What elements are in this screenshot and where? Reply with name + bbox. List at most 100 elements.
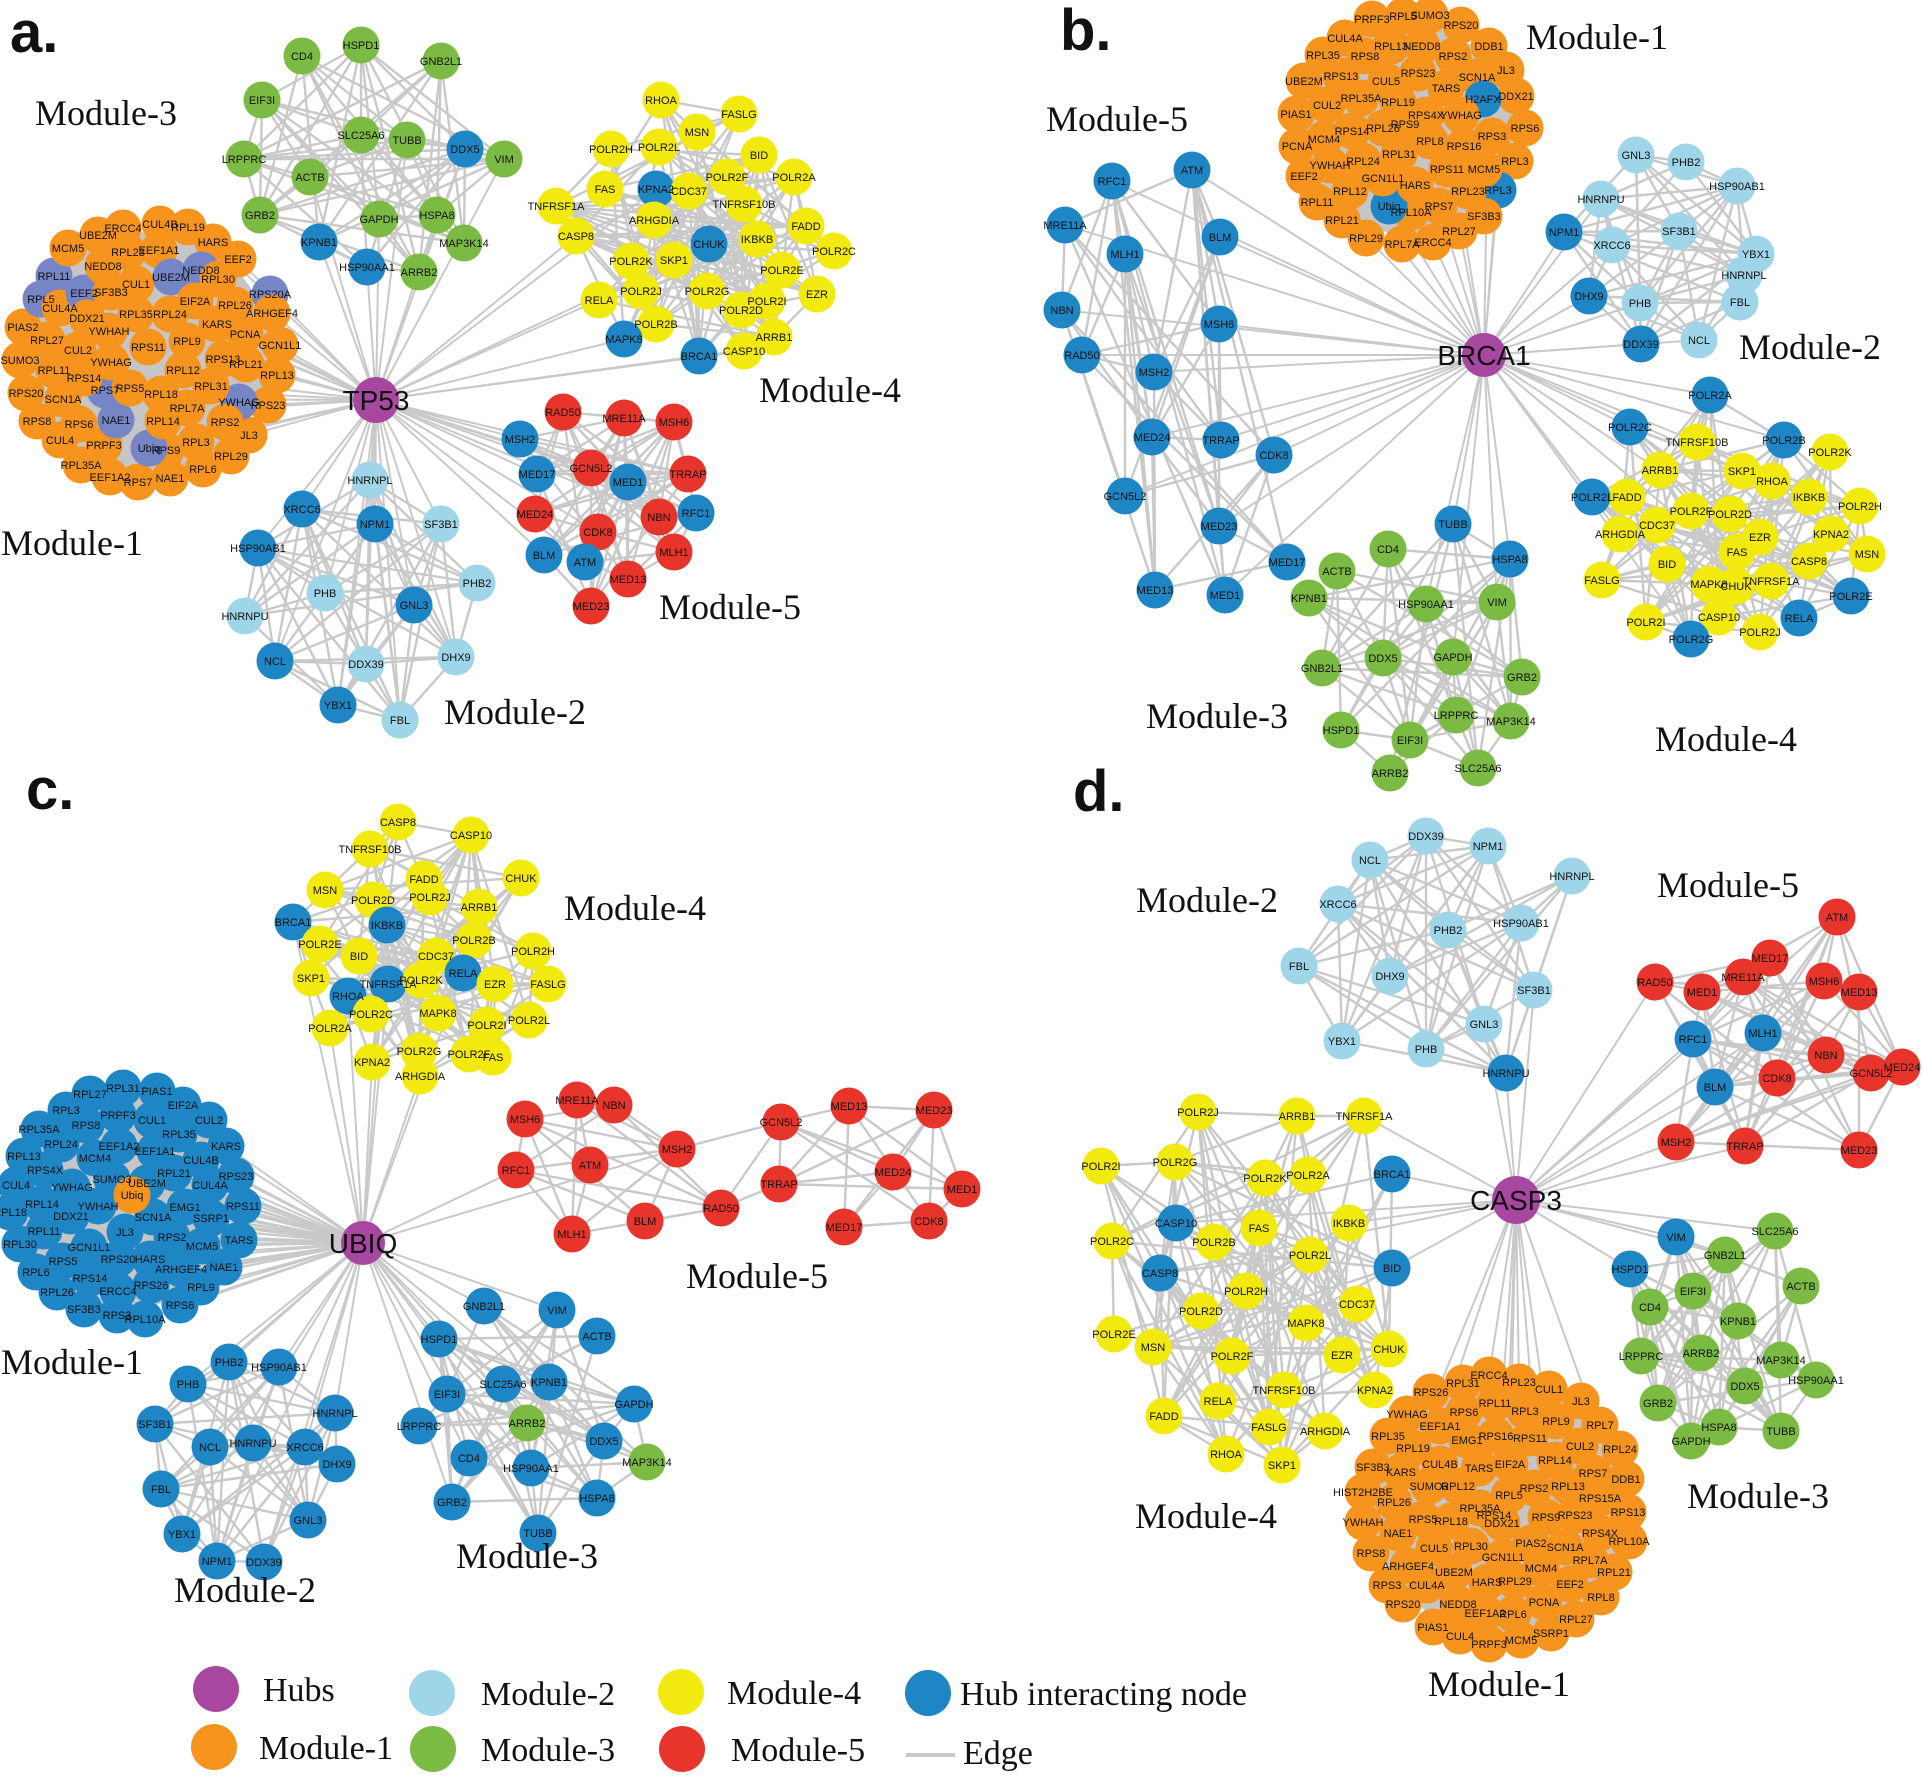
svg-text:BRCA1: BRCA1: [275, 917, 312, 929]
svg-text:SKP1: SKP1: [1268, 1460, 1296, 1472]
svg-text:HSPA8: HSPA8: [579, 1493, 614, 1505]
svg-text:RPL29: RPL29: [1349, 233, 1383, 245]
svg-text:RPL35: RPL35: [1371, 1431, 1405, 1443]
svg-text:POLR2F: POLR2F: [706, 172, 749, 184]
svg-text:RPL26: RPL26: [1366, 123, 1400, 135]
svg-text:GAPDH: GAPDH: [614, 1399, 653, 1411]
svg-text:SKP1: SKP1: [1728, 466, 1756, 478]
svg-text:HSPA8: HSPA8: [419, 210, 454, 222]
svg-text:Module-5: Module-5: [1657, 865, 1799, 905]
svg-text:NPM1: NPM1: [1549, 227, 1580, 239]
svg-text:DHX9: DHX9: [1375, 971, 1404, 983]
svg-text:RPL30: RPL30: [3, 1239, 37, 1251]
svg-text:BLM: BLM: [1209, 232, 1232, 244]
svg-text:Module-3: Module-3: [481, 1732, 615, 1769]
svg-text:FAS: FAS: [595, 184, 616, 196]
svg-text:RPL12: RPL12: [166, 365, 200, 377]
svg-text:FBL: FBL: [1730, 297, 1750, 309]
svg-text:CDK8: CDK8: [1762, 1073, 1791, 1085]
svg-text:HNRNPU: HNRNPU: [229, 1438, 276, 1450]
svg-text:MSH2: MSH2: [1661, 1137, 1692, 1149]
svg-text:RPL27: RPL27: [30, 335, 64, 347]
svg-text:MED23: MED23: [916, 1105, 953, 1117]
svg-text:UBIQ: UBIQ: [329, 1228, 397, 1259]
svg-text:EEF1A2: EEF1A2: [90, 472, 131, 484]
svg-text:ERCC4: ERCC4: [1470, 1370, 1507, 1382]
svg-text:KPNA2: KPNA2: [1813, 529, 1849, 541]
svg-text:ATM: ATM: [574, 557, 596, 569]
svg-text:ARRB2: ARRB2: [509, 1418, 546, 1430]
svg-text:IKBKB: IKBKB: [741, 234, 773, 246]
svg-text:EEF2: EEF2: [1556, 1579, 1584, 1591]
svg-text:MCM5: MCM5: [1505, 1635, 1537, 1647]
svg-text:RPL26: RPL26: [40, 1287, 74, 1299]
svg-text:MED1: MED1: [947, 1184, 978, 1196]
svg-text:POLR2D: POLR2D: [1708, 509, 1752, 521]
svg-text:EEF2: EEF2: [1290, 171, 1318, 183]
svg-text:POLR2K: POLR2K: [399, 975, 443, 987]
svg-text:FASLG: FASLG: [1251, 1422, 1286, 1434]
svg-text:PHB: PHB: [1629, 298, 1652, 310]
svg-text:RPL23: RPL23: [1451, 186, 1485, 198]
svg-text:Module-3: Module-3: [1146, 696, 1288, 736]
svg-text:EMG1: EMG1: [1451, 1435, 1482, 1447]
svg-text:CDC37: CDC37: [1339, 1299, 1375, 1311]
svg-text:SF3B1: SF3B1: [1517, 985, 1551, 997]
svg-text:Module-1: Module-1: [1, 523, 143, 563]
svg-text:RPS2: RPS2: [1439, 51, 1468, 63]
svg-text:CDC37: CDC37: [418, 951, 454, 963]
svg-text:RPS13: RPS13: [1611, 1507, 1646, 1519]
svg-text:POLR2B: POLR2B: [1762, 435, 1805, 447]
svg-text:CUL4A: CUL4A: [1327, 33, 1363, 45]
svg-text:PCNA: PCNA: [1529, 1597, 1560, 1609]
svg-text:RPS8: RPS8: [72, 1120, 101, 1132]
svg-text:RPL21: RPL21: [1597, 1567, 1631, 1579]
svg-text:POLR2C: POLR2C: [1090, 1236, 1134, 1248]
svg-text:MSN: MSN: [685, 127, 710, 139]
svg-text:UBE2M: UBE2M: [1285, 76, 1323, 88]
svg-text:MED1: MED1: [1210, 590, 1241, 602]
svg-text:RAD50: RAD50: [545, 407, 580, 419]
svg-text:TNFRSF1A: TNFRSF1A: [1743, 576, 1801, 588]
svg-text:GNB2L1: GNB2L1: [1301, 663, 1343, 675]
svg-text:NAE1: NAE1: [1384, 1528, 1413, 1540]
svg-text:GNB2L1: GNB2L1: [463, 1301, 505, 1313]
svg-text:KPNB1: KPNB1: [1720, 1316, 1756, 1328]
svg-text:PRPF3: PRPF3: [100, 1110, 135, 1122]
svg-text:FAS: FAS: [1249, 1223, 1270, 1235]
svg-text:RPL27: RPL27: [1442, 226, 1476, 238]
svg-text:HSPD1: HSPD1: [421, 1334, 458, 1346]
svg-text:ARRB2: ARRB2: [401, 267, 438, 279]
svg-text:SCN1A: SCN1A: [1459, 72, 1496, 84]
svg-text:RPL12: RPL12: [1333, 186, 1367, 198]
svg-text:RPL13: RPL13: [260, 370, 294, 382]
svg-text:RPL31: RPL31: [194, 381, 228, 393]
svg-text:MED13: MED13: [1841, 987, 1878, 999]
svg-text:GCN1L1: GCN1L1: [1482, 1552, 1525, 1564]
svg-text:DDX5: DDX5: [450, 144, 479, 156]
svg-text:HSPA8: HSPA8: [1492, 554, 1527, 566]
svg-text:TUBB: TUBB: [1766, 1426, 1795, 1438]
svg-text:RPL11: RPL11: [38, 271, 71, 283]
svg-text:RPS16: RPS16: [1447, 141, 1482, 153]
svg-text:MRE11A: MRE11A: [1721, 972, 1765, 984]
svg-text:FBL: FBL: [151, 1484, 171, 1496]
svg-text:DDX21: DDX21: [53, 1211, 88, 1223]
svg-text:GCN1L1: GCN1L1: [1362, 173, 1405, 185]
svg-text:MED13: MED13: [1137, 585, 1174, 597]
svg-text:ARHGEF4: ARHGEF4: [246, 308, 298, 320]
svg-text:EEF1A1: EEF1A1: [1420, 1421, 1461, 1433]
svg-text:RPS6: RPS6: [65, 419, 94, 431]
svg-text:EEF2: EEF2: [70, 288, 98, 300]
svg-text:GNL3: GNL3: [294, 1515, 323, 1527]
svg-text:POLR2B: POLR2B: [1192, 1237, 1235, 1249]
svg-text:Module-3: Module-3: [35, 93, 177, 133]
svg-text:POLR2L: POLR2L: [638, 142, 680, 154]
svg-text:RFC1: RFC1: [1679, 1034, 1708, 1046]
svg-text:HNRNPL: HNRNPL: [1721, 270, 1766, 282]
svg-text:VIM: VIM: [494, 154, 514, 166]
svg-text:HNRNPU: HNRNPU: [1482, 1068, 1529, 1080]
svg-text:RPS11: RPS11: [1430, 164, 1464, 176]
svg-text:HNRNPL: HNRNPL: [312, 1408, 357, 1420]
svg-text:SCN1A: SCN1A: [45, 394, 82, 406]
